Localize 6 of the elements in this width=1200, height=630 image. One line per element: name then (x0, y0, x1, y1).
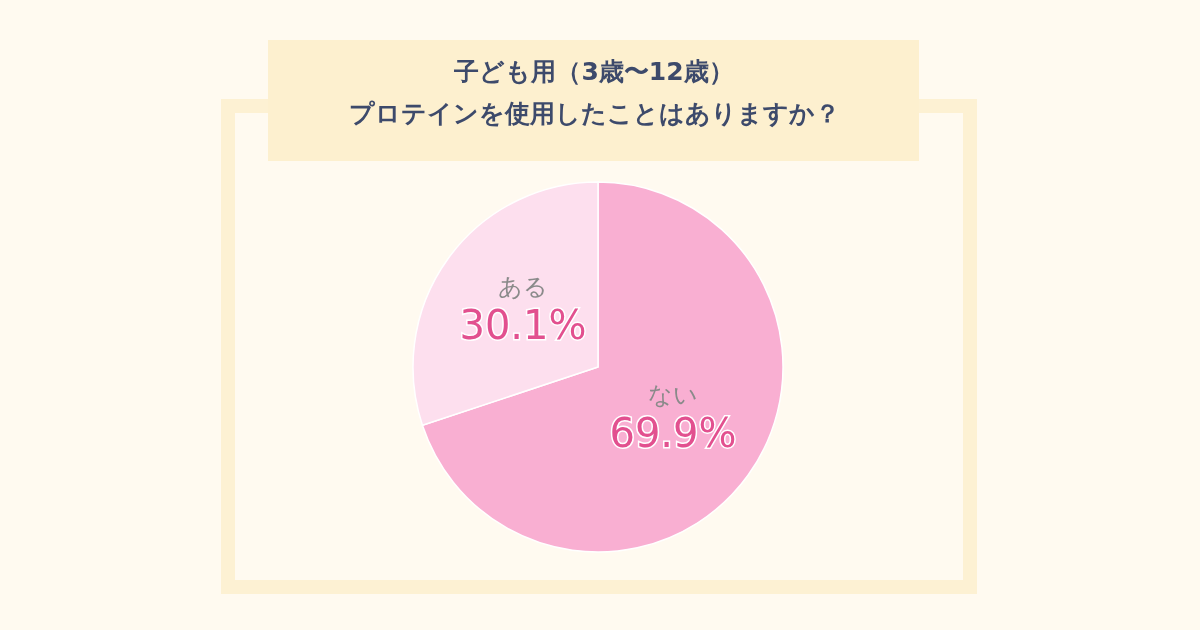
data-label: 69.9% (609, 410, 737, 457)
data-label: 30.1% (459, 301, 587, 348)
chart-subtitle: プロテインを使用したことはありますか？ (348, 99, 840, 128)
slice-label: ない (648, 381, 698, 410)
chart-title: 子ども用（3歳〜12歳） (453, 57, 734, 86)
slice-label: ある (498, 272, 548, 301)
